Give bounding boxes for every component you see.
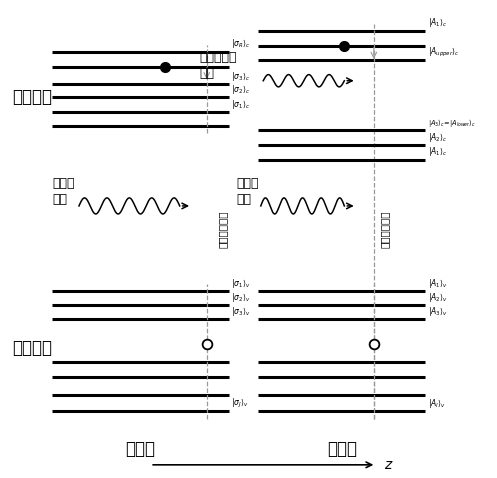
Text: $|A_3\rangle_c\!=\!|A_{lower}\rangle_c$: $|A_3\rangle_c\!=\!|A_{lower}\rangle_c$ (428, 117, 476, 129)
Text: $z$: $z$ (384, 458, 393, 472)
Text: $|A_1\rangle_v$: $|A_1\rangle_v$ (428, 277, 448, 290)
Text: $|\sigma_1\rangle_v$: $|\sigma_1\rangle_v$ (231, 277, 250, 290)
Text: $|A_1\rangle_c$: $|A_1\rangle_c$ (428, 145, 447, 158)
Text: $|\sigma_2\rangle_v$: $|\sigma_2\rangle_v$ (231, 291, 250, 304)
Text: $|\sigma_3\rangle_v$: $|\sigma_3\rangle_v$ (231, 305, 250, 318)
Text: $|\sigma_3\rangle_c$: $|\sigma_3\rangle_c$ (231, 70, 250, 83)
Text: 价带能级: 价带能级 (12, 338, 53, 357)
Text: 注入区: 注入区 (125, 440, 156, 458)
Text: 调制光
光子: 调制光 光子 (52, 177, 75, 206)
Text: $|A_l\rangle_v$: $|A_l\rangle_v$ (428, 397, 446, 410)
Text: 带间光学跃迁: 带间光学跃迁 (380, 211, 390, 248)
Text: 导带能级: 导带能级 (12, 88, 53, 106)
Text: 调制光
光子: 调制光 光子 (236, 177, 259, 206)
Text: $|A_1\rangle_c$: $|A_1\rangle_c$ (428, 16, 447, 29)
Text: $|\sigma_1\rangle_c$: $|\sigma_1\rangle_c$ (231, 98, 250, 111)
Text: 带间光学跃迁: 带间光学跃迁 (218, 211, 228, 248)
Text: 激光红外光
光子: 激光红外光 光子 (199, 51, 237, 80)
Text: $|A_3\rangle_v$: $|A_3\rangle_v$ (428, 305, 448, 318)
Text: $|\sigma_2\rangle_c$: $|\sigma_2\rangle_c$ (231, 83, 250, 96)
Text: $|\sigma_R\rangle_c$: $|\sigma_R\rangle_c$ (231, 37, 250, 51)
Text: 有源区: 有源区 (327, 440, 357, 458)
Text: $|A_{upper}\rangle_c$: $|A_{upper}\rangle_c$ (428, 46, 460, 59)
Text: $|A_2\rangle_v$: $|A_2\rangle_v$ (428, 291, 448, 304)
Text: $|A_2\rangle_c$: $|A_2\rangle_c$ (428, 131, 447, 144)
Text: $|\sigma_J\rangle_v$: $|\sigma_J\rangle_v$ (231, 397, 249, 410)
